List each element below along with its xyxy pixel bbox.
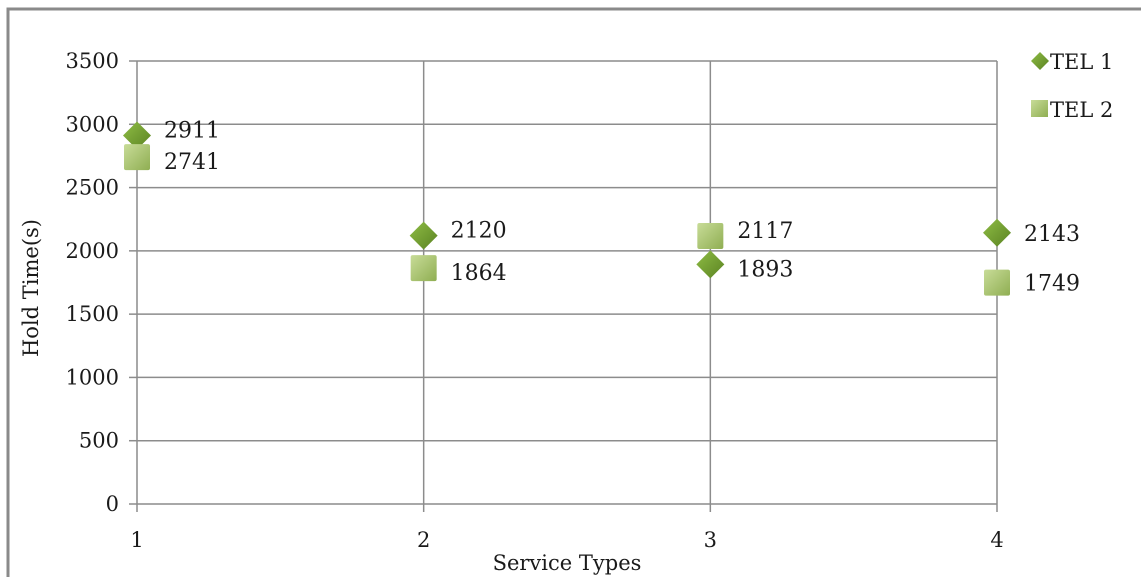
diamond-icon bbox=[1031, 52, 1049, 70]
x-tick-label: 2 bbox=[417, 528, 430, 552]
data-label: 2911 bbox=[164, 119, 220, 144]
x-tick-label: 1 bbox=[130, 528, 143, 552]
y-axis-ticks: 0 500 1000 1500 2000 2500 3000 3500 bbox=[66, 49, 137, 516]
y-tick-label: 3000 bbox=[66, 112, 119, 136]
chart-border bbox=[6, 7, 1141, 577]
legend-label-tel-1: TEL 1 bbox=[1050, 50, 1113, 74]
y-tick-label: 1500 bbox=[66, 302, 119, 326]
y-tick-label: 500 bbox=[79, 429, 119, 453]
data-label: 1749 bbox=[1024, 272, 1080, 297]
x-tick-label: 4 bbox=[990, 528, 1003, 552]
grid bbox=[136, 60, 998, 505]
diamond-marker[interactable] bbox=[409, 221, 438, 250]
legend: TEL 1 TEL 2 bbox=[1031, 50, 1113, 122]
data-label: 2143 bbox=[1024, 222, 1080, 247]
square-icon bbox=[1031, 100, 1048, 117]
x-tick-label: 3 bbox=[704, 528, 717, 552]
diamond-marker[interactable] bbox=[123, 121, 151, 150]
y-tick-label: 3500 bbox=[66, 49, 119, 73]
square-marker[interactable] bbox=[410, 255, 437, 282]
y-axis-title: Hold Time(s) bbox=[19, 219, 43, 357]
data-label: 2117 bbox=[737, 219, 793, 244]
diamond-marker[interactable] bbox=[983, 218, 1011, 247]
y-tick-label: 2500 bbox=[66, 176, 119, 200]
data-labels: 2911 2120 1893 2143 2741 1864 2117 1749 bbox=[164, 119, 1080, 297]
y-tick-label: 1000 bbox=[66, 365, 119, 389]
square-marker[interactable] bbox=[984, 269, 1010, 296]
legend-item-tel-2[interactable]: TEL 2 bbox=[1031, 98, 1113, 122]
data-label: 1893 bbox=[737, 257, 793, 282]
square-marker[interactable] bbox=[697, 223, 724, 250]
legend-label-tel-2: TEL 2 bbox=[1050, 98, 1113, 122]
data-marks bbox=[123, 121, 1011, 296]
x-axis-title: Service Types bbox=[493, 551, 642, 575]
data-label: 1864 bbox=[451, 261, 507, 286]
y-tick-label: 0 bbox=[106, 492, 119, 516]
data-label: 2741 bbox=[164, 150, 220, 175]
y-tick-label: 2000 bbox=[66, 239, 119, 263]
diamond-marker[interactable] bbox=[696, 250, 725, 279]
data-label: 2120 bbox=[451, 219, 507, 244]
square-marker[interactable] bbox=[124, 144, 150, 171]
x-axis-ticks: 1 2 3 4 bbox=[130, 504, 1004, 552]
legend-item-tel-1[interactable]: TEL 1 bbox=[1031, 50, 1113, 74]
